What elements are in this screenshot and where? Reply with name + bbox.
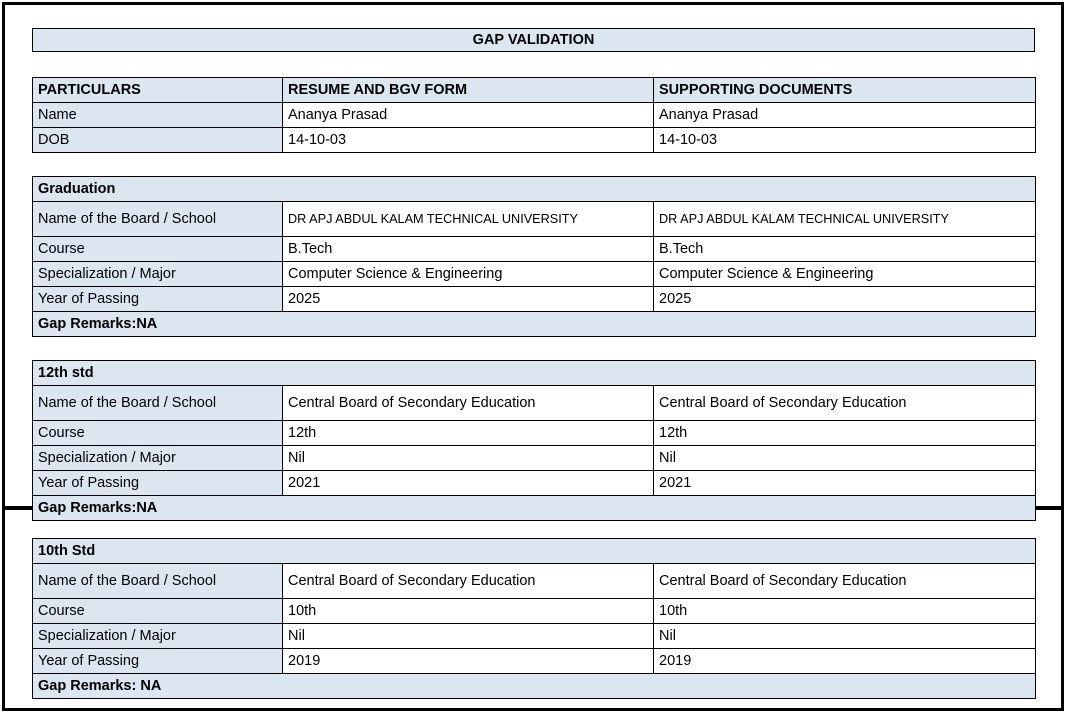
- name-resume-value: Ananya Prasad: [282, 102, 654, 128]
- section-title-12th-std: 12th std: [31, 360, 1037, 386]
- course-row: Course 12th 12th: [32, 420, 1037, 446]
- row-label-course: Course: [32, 420, 283, 446]
- row-label-year-of-passing: Year of Passing: [32, 648, 283, 674]
- course-supporting-value: 10th: [653, 598, 1036, 624]
- section-header-row: 12th std: [31, 360, 1037, 386]
- section-title-graduation: Graduation: [31, 176, 1037, 202]
- row-label-year-of-passing: Year of Passing: [32, 470, 283, 496]
- board-school-row: Name of the Board / School Central Board…: [32, 385, 1037, 421]
- dob-supporting-value: 14-10-03: [653, 127, 1036, 153]
- course-row: Course B.Tech B.Tech: [32, 236, 1037, 262]
- column-header-resume-bgv: RESUME AND BGV FORM: [282, 77, 654, 103]
- course-resume-value: 10th: [282, 598, 654, 624]
- row-label-course: Course: [32, 598, 283, 624]
- gap-remarks-10th-std: Gap Remarks: NA: [32, 673, 1036, 699]
- course-supporting-value: B.Tech: [652, 236, 1037, 262]
- row-label-dob: DOB: [32, 127, 283, 153]
- dob-row: DOB 14-10-03 14-10-03: [32, 127, 1036, 153]
- year-resume-value: 2025: [282, 286, 654, 312]
- section-header-row: Graduation: [31, 176, 1037, 202]
- course-resume-value: B.Tech: [282, 236, 654, 262]
- twelfth-std-section-table: 12th std Name of the Board / School Cent…: [31, 360, 1037, 521]
- row-label-specialization: Specialization / Major: [32, 623, 283, 649]
- tenth-std-section-table: 10th Std Name of the Board / School Cent…: [32, 538, 1036, 699]
- course-row: Course 10th 10th: [32, 598, 1036, 624]
- specialization-supporting-value: Computer Science & Engineering: [652, 261, 1037, 287]
- board-school-row: Name of the Board / School Central Board…: [32, 563, 1036, 599]
- board-school-resume-value: Central Board of Secondary Education: [282, 385, 654, 421]
- row-label-specialization: Specialization / Major: [32, 261, 283, 287]
- specialization-resume-value: Nil: [282, 445, 654, 471]
- course-supporting-value: 12th: [652, 420, 1037, 446]
- year-supporting-value: 2019: [653, 648, 1036, 674]
- specialization-row: Specialization / Major Computer Science …: [32, 261, 1037, 287]
- name-supporting-value: Ananya Prasad: [653, 102, 1036, 128]
- year-of-passing-row: Year of Passing 2019 2019: [32, 648, 1036, 674]
- year-of-passing-row: Year of Passing 2021 2021: [32, 470, 1037, 496]
- section-header-row: 10th Std: [32, 538, 1036, 564]
- column-header-particulars: PARTICULARS: [32, 77, 283, 103]
- row-label-board-school: Name of the Board / School: [32, 385, 283, 421]
- gap-remarks-12th-std: Gap Remarks:NA: [31, 495, 1037, 521]
- board-school-row: Name of the Board / School DR APJ ABDUL …: [32, 201, 1037, 237]
- board-school-supporting-value: Central Board of Secondary Education: [653, 563, 1036, 599]
- document-title: GAP VALIDATION: [32, 28, 1035, 52]
- course-resume-value: 12th: [282, 420, 654, 446]
- gap-remarks-row: Gap Remarks: NA: [32, 673, 1036, 699]
- particulars-header-row: PARTICULARS RESUME AND BGV FORM SUPPORTI…: [32, 77, 1036, 103]
- row-label-name: Name: [32, 102, 283, 128]
- section-title-10th-std: 10th Std: [32, 538, 1036, 564]
- row-label-year-of-passing: Year of Passing: [32, 286, 283, 312]
- board-school-resume-value: DR APJ ABDUL KALAM TECHNICAL UNIVERSITY: [282, 201, 654, 237]
- column-header-supporting-docs: SUPPORTING DOCUMENTS: [653, 77, 1036, 103]
- year-of-passing-row: Year of Passing 2025 2025: [32, 286, 1037, 312]
- gap-remarks-graduation: Gap Remarks:NA: [31, 311, 1037, 337]
- board-school-supporting-value: DR APJ ABDUL KALAM TECHNICAL UNIVERSITY: [652, 201, 1037, 237]
- year-resume-value: 2021: [282, 470, 654, 496]
- year-supporting-value: 2021: [652, 470, 1037, 496]
- document-content: GAP VALIDATION PARTICULARS RESUME AND BG…: [31, 5, 1037, 699]
- year-supporting-value: 2025: [652, 286, 1037, 312]
- particulars-table: PARTICULARS RESUME AND BGV FORM SUPPORTI…: [32, 77, 1036, 153]
- row-label-specialization: Specialization / Major: [32, 445, 283, 471]
- dob-resume-value: 14-10-03: [282, 127, 654, 153]
- board-school-supporting-value: Central Board of Secondary Education: [652, 385, 1037, 421]
- row-label-board-school: Name of the Board / School: [32, 563, 283, 599]
- specialization-resume-value: Computer Science & Engineering: [282, 261, 654, 287]
- specialization-supporting-value: Nil: [652, 445, 1037, 471]
- gap-remarks-row: Gap Remarks:NA: [31, 311, 1037, 337]
- gap-remarks-row: Gap Remarks:NA: [31, 495, 1037, 521]
- specialization-row: Specialization / Major Nil Nil: [32, 623, 1036, 649]
- specialization-resume-value: Nil: [282, 623, 654, 649]
- specialization-row: Specialization / Major Nil Nil: [32, 445, 1037, 471]
- row-label-course: Course: [32, 236, 283, 262]
- specialization-supporting-value: Nil: [653, 623, 1036, 649]
- name-row: Name Ananya Prasad Ananya Prasad: [32, 102, 1036, 128]
- row-label-board-school: Name of the Board / School: [32, 201, 283, 237]
- graduation-section-table: Graduation Name of the Board / School DR…: [31, 176, 1037, 337]
- board-school-resume-value: Central Board of Secondary Education: [282, 563, 654, 599]
- year-resume-value: 2019: [282, 648, 654, 674]
